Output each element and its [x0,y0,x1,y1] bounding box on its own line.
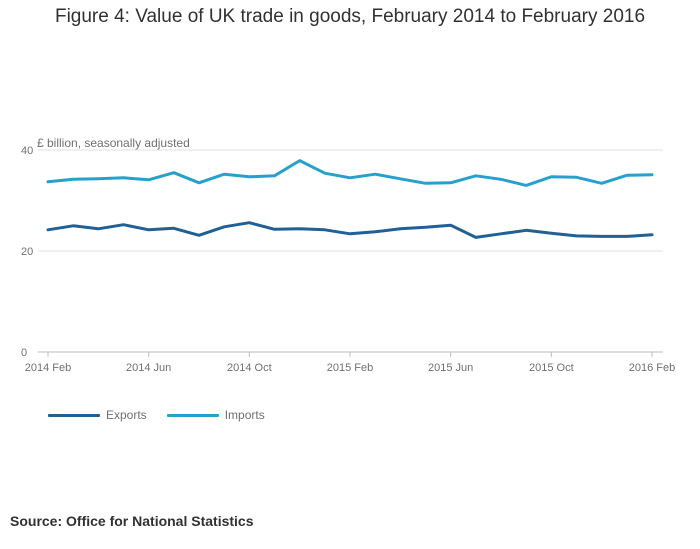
y-tick-label: 20 [21,246,33,258]
line-chart: £ billion, seasonally adjusted 0 20 40 201… [21,136,675,374]
series-line-imports [46,159,654,187]
legend-swatch-exports [48,413,100,417]
x-tick-label: 2015 Oct [529,362,574,374]
legend-item-imports[interactable]: Imports [166,408,265,422]
x-tick-label: 2015 Jun [428,362,473,374]
y-tick-label: 40 [21,145,33,157]
x-tick-label: 2014 Jun [126,362,171,374]
gridlines [38,149,663,353]
x-tick-label: 2014 Oct [227,362,272,374]
legend: Exports Imports [48,408,265,422]
series-lines [46,159,654,239]
x-axis: 2014 Feb 2014 Jun 2014 Oct 2015 Feb 2015 Jun… [25,352,675,374]
legend-item-exports[interactable]: Exports [48,408,147,422]
series-line-exports [46,221,654,239]
x-tick-label: 2016 Feb [629,362,675,374]
legend-label-exports: Exports [106,408,147,422]
legend-swatch-imports [166,413,219,417]
source-note: Source: Office for National Statistics [10,513,254,529]
y-axis-ticks: 0 20 40 [21,145,33,359]
chart-title: Figure 4: Value of UK trade in goods, Fe… [54,6,646,27]
x-tick-label: 2015 Feb [327,362,373,374]
y-axis-unit-label: £ billion, seasonally adjusted [37,136,190,150]
x-tick-label: 2014 Feb [25,362,71,374]
legend-label-imports: Imports [224,408,265,422]
y-tick-label: 0 [21,347,27,359]
